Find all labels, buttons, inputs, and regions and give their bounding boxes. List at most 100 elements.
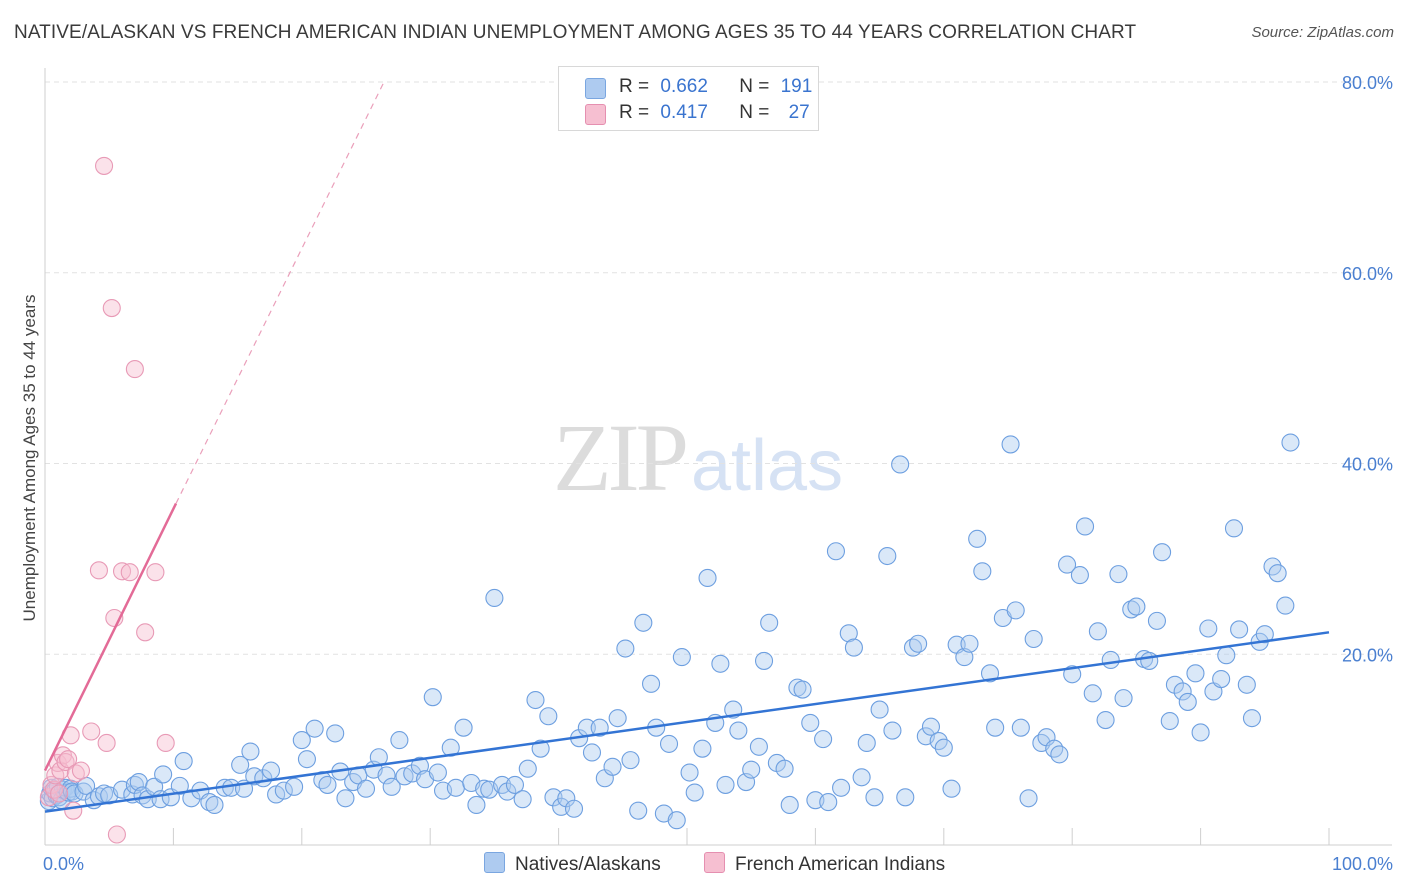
natives-point: [672, 648, 691, 667]
natives-point: [513, 790, 532, 809]
natives-point: [960, 634, 979, 653]
natives-point: [1153, 543, 1172, 562]
french-point: [82, 722, 101, 741]
natives-point: [839, 624, 858, 643]
natives-point: [174, 752, 193, 771]
natives-point: [1242, 709, 1262, 728]
natives-point: [390, 731, 409, 750]
bottom-legend-natives: Natives/Alaskans: [484, 852, 661, 876]
natives-point: [1024, 629, 1043, 649]
french-point: [95, 156, 114, 175]
natives-point: [986, 718, 1005, 737]
natives-point: [1217, 646, 1236, 665]
french-point: [50, 784, 69, 803]
natives-point: [274, 781, 293, 800]
natives-point: [1075, 517, 1095, 536]
natives-point: [1088, 622, 1107, 641]
bottom-legend-swatch-blue: [484, 852, 505, 873]
legend-n-value: 191: [780, 76, 813, 97]
natives-point: [1212, 669, 1231, 689]
natives-point: [356, 779, 376, 798]
natives-point: [1083, 684, 1102, 703]
data-points: [39, 156, 1300, 844]
legend-swatch-pink: [585, 104, 606, 125]
natives-point: [1127, 597, 1146, 616]
trend-lines: [43, 81, 1330, 813]
natives-point: [557, 789, 576, 808]
natives-point: [1122, 600, 1141, 619]
x-tick-label: 100.0%: [1332, 854, 1393, 874]
natives-point: [621, 751, 640, 770]
natives-point: [170, 776, 189, 795]
natives-point: [446, 778, 465, 797]
natives-point: [754, 651, 774, 670]
french-point: [66, 764, 85, 783]
natives-point: [1268, 564, 1287, 583]
natives-point: [1109, 565, 1128, 584]
natives-point: [154, 765, 173, 784]
french-trend-line: [43, 503, 178, 772]
natives-point: [590, 718, 609, 737]
natives-point: [564, 799, 584, 818]
y-tick-label: 20.0%: [1342, 645, 1393, 665]
natives-point: [973, 562, 992, 581]
natives-point: [1096, 711, 1115, 730]
natives-point: [1114, 689, 1133, 708]
natives-point: [891, 455, 910, 474]
bottom-legend-swatch-pink: [704, 852, 725, 873]
natives-point: [485, 588, 504, 608]
natives-point: [1160, 711, 1179, 731]
natives-point: [410, 756, 429, 775]
natives-point: [231, 755, 250, 774]
french-point: [59, 750, 78, 769]
natives-point: [526, 690, 545, 710]
y-tick-label: 40.0%: [1342, 455, 1393, 475]
y-axis-label: Unemployment Among Ages 35 to 44 years: [20, 294, 39, 622]
french-point: [125, 360, 144, 379]
french-point: [64, 801, 83, 820]
natives-point: [1281, 433, 1300, 452]
natives-trend-line: [44, 631, 1330, 813]
natives-point: [336, 789, 355, 808]
natives-point: [475, 779, 494, 798]
natives-point: [467, 795, 486, 814]
grid-lines: [45, 81, 1392, 655]
french-trend-extension: [175, 81, 385, 504]
natives-point: [454, 718, 473, 737]
natives-point: [428, 763, 447, 782]
natives-point: [423, 688, 442, 707]
natives-point: [801, 713, 820, 732]
natives-point: [326, 724, 345, 743]
natives-point: [1019, 789, 1038, 808]
legend-r-label: R =: [619, 102, 650, 123]
natives-point: [1173, 682, 1192, 701]
natives-point: [498, 782, 517, 801]
natives-point: [693, 739, 712, 758]
french-point: [97, 733, 116, 752]
french-point: [156, 733, 175, 752]
natives-point: [980, 664, 1000, 683]
natives-point: [685, 783, 704, 802]
natives-point: [1191, 723, 1210, 742]
natives-point: [1001, 435, 1020, 454]
natives-point: [297, 750, 316, 769]
natives-point: [1178, 692, 1197, 711]
natives-point: [200, 793, 219, 812]
natives-point: [749, 737, 768, 756]
natives-point: [680, 763, 699, 782]
natives-point: [1058, 555, 1077, 574]
natives-point: [629, 801, 648, 820]
natives-point: [896, 788, 915, 807]
natives-point: [539, 707, 558, 726]
natives-point: [716, 775, 735, 794]
bottom-legend-label: French American Indians: [735, 854, 946, 875]
natives-point: [1224, 519, 1244, 538]
legend-swatch-blue: [585, 78, 606, 99]
natives-point: [742, 760, 761, 779]
french-point: [89, 561, 108, 580]
natives-point: [1165, 675, 1184, 694]
tick-labels: 20.0% 40.0% 60.0% 80.0% 0.0% 100.0%: [43, 73, 1393, 874]
watermark: ZIPatlas: [553, 404, 844, 511]
natives-point: [1147, 611, 1166, 630]
x-tick-label: 0.0%: [43, 854, 84, 874]
